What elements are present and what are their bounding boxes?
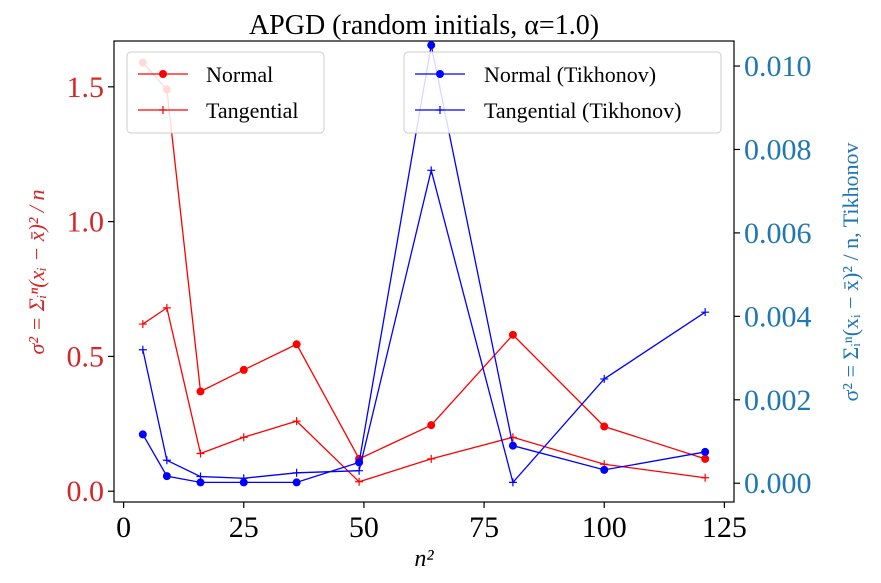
y-right-tick-label: 0.010 bbox=[744, 50, 812, 83]
data-point bbox=[196, 387, 205, 396]
x-tick-label: 0 bbox=[116, 511, 131, 544]
data-point bbox=[701, 473, 710, 482]
data-point bbox=[427, 454, 436, 463]
data-point bbox=[508, 478, 517, 487]
series-line bbox=[142, 306, 706, 483]
data-point bbox=[292, 468, 301, 477]
data-point bbox=[600, 465, 609, 474]
series-line bbox=[142, 62, 706, 460]
data-point bbox=[239, 433, 248, 442]
y-axis-left-label: σ² = Σᵢⁿ(xᵢ − x̄)² / n bbox=[24, 190, 49, 355]
data-point bbox=[138, 320, 147, 329]
data-point bbox=[162, 456, 171, 465]
data-point bbox=[508, 433, 517, 442]
data-point bbox=[292, 340, 301, 349]
x-tick-label: 125 bbox=[702, 511, 747, 544]
data-point bbox=[138, 345, 147, 354]
data-point bbox=[355, 477, 364, 486]
data-point bbox=[508, 441, 517, 450]
data-point bbox=[292, 417, 301, 426]
x-tick-label: 25 bbox=[229, 511, 259, 544]
legend-right: Normal (Tikhonov) Tangential (Tikhonov) bbox=[403, 51, 722, 134]
data-point bbox=[239, 478, 248, 487]
data-point bbox=[427, 166, 436, 175]
legend-tangential-marker bbox=[159, 106, 167, 114]
legend-tangential-tik-label: Tangential (Tikhonov) bbox=[484, 98, 681, 123]
x-tick-label: 100 bbox=[582, 511, 627, 544]
y-axis-right-label: σ² = Σᵢⁿ(xᵢ − x̄)² / n, Tikhonov bbox=[838, 143, 863, 402]
data-point bbox=[508, 330, 517, 339]
series-tangential bbox=[138, 303, 710, 486]
x-axis-label: n² bbox=[414, 546, 434, 572]
legend-normal-marker bbox=[159, 70, 167, 78]
data-point bbox=[427, 41, 436, 50]
y-axis-right-label-group: σ² = Σᵢⁿ(xᵢ − x̄)² / n, Tikhonov bbox=[838, 143, 863, 402]
y-left-tick-label: 1.5 bbox=[67, 71, 105, 104]
y-right-tick-label: 0.002 bbox=[744, 384, 812, 417]
y-right-tick-label: 0.000 bbox=[744, 467, 812, 500]
y-right-tick-label: 0.004 bbox=[744, 300, 812, 333]
data-point bbox=[239, 474, 248, 483]
data-point bbox=[138, 430, 147, 439]
data-point bbox=[196, 449, 205, 458]
x-tick-label: 50 bbox=[349, 511, 379, 544]
data-point bbox=[196, 472, 205, 481]
legend-tangential-tik-marker bbox=[436, 106, 444, 114]
data-point bbox=[162, 472, 171, 481]
series-line bbox=[142, 170, 706, 484]
plot-frame bbox=[113, 40, 735, 503]
data-point bbox=[600, 374, 609, 383]
data-point bbox=[196, 478, 205, 487]
data-point bbox=[701, 308, 710, 317]
data-point bbox=[239, 365, 248, 374]
y-left-tick-label: 0.0 bbox=[67, 475, 105, 508]
data-point bbox=[355, 466, 364, 475]
data-point bbox=[427, 421, 436, 430]
data-point bbox=[162, 303, 171, 312]
data-point bbox=[701, 447, 710, 456]
legend-normal-label: Normal bbox=[206, 62, 273, 87]
y-right-tick-label: 0.006 bbox=[744, 217, 812, 250]
legend-normal-tik-label: Normal (Tikhonov) bbox=[484, 62, 656, 87]
legend-left-box bbox=[126, 51, 325, 134]
data-point bbox=[701, 454, 710, 463]
y-left-tick-label: 1.0 bbox=[67, 206, 105, 239]
y-left-tick-label: 0.5 bbox=[67, 340, 105, 373]
legend-left: Normal Tangential bbox=[126, 51, 325, 134]
x-tick-label: 75 bbox=[469, 511, 499, 544]
ticks-layer: 0 25 50 75 100 125 0.0 0.5 1.0 1.5 0.000 0.002 0.004… bbox=[67, 50, 812, 544]
legend-right-box bbox=[403, 51, 722, 134]
legend-tangential-label: Tangential bbox=[206, 98, 299, 123]
data-point bbox=[292, 478, 301, 487]
y-axis-left-label-group: σ² = Σᵢⁿ(xᵢ − x̄)² / n bbox=[24, 190, 49, 355]
chart-title: APGD (random initials, α=1.0) bbox=[249, 10, 599, 41]
series-tangential-tikhonov bbox=[138, 166, 710, 487]
legend-normal-tik-marker bbox=[436, 70, 444, 78]
y-right-tick-label: 0.008 bbox=[744, 133, 812, 166]
data-point bbox=[600, 422, 609, 431]
